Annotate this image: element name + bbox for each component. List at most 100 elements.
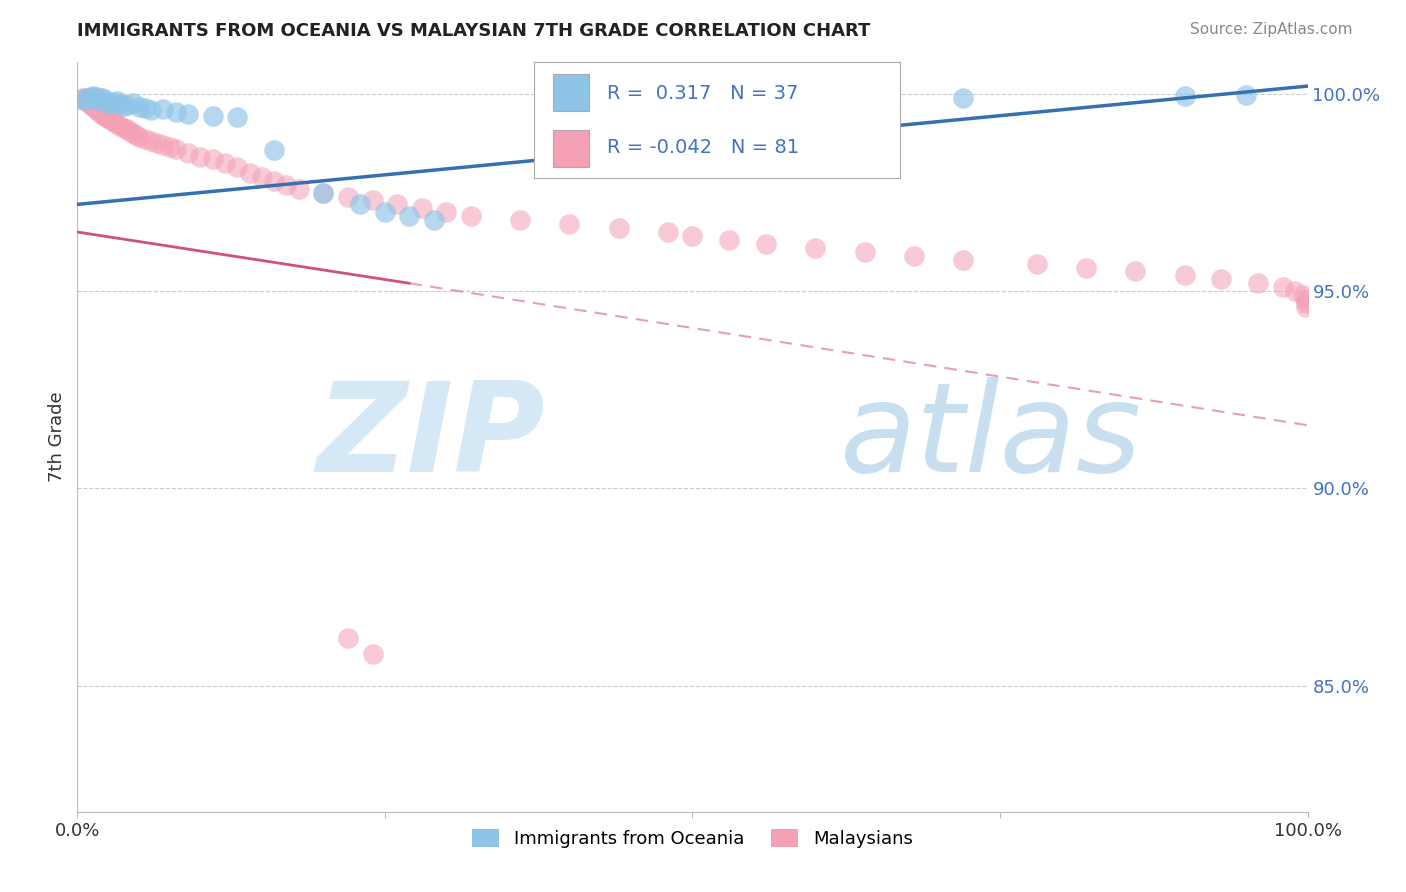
Point [134, 132, 156, 146]
Text: IMMIGRANTS FROM OCEANIA VS MALAYSIAN 7TH GRADE CORRELATION CHART: IMMIGRANTS FROM OCEANIA VS MALAYSIAN 7TH… [77, 22, 870, 40]
Point [288, 181, 311, 195]
Point [374, 205, 396, 219]
Point [1234, 87, 1257, 102]
Point [436, 205, 458, 219]
Point [79, 92, 101, 106]
Point [82, 90, 104, 104]
Point [165, 142, 187, 156]
Point [100, 112, 122, 127]
Text: ZIP: ZIP [316, 376, 546, 498]
Point [201, 152, 224, 166]
Point [263, 174, 285, 188]
Point [89, 93, 111, 107]
Point [177, 146, 200, 161]
Point [77, 95, 100, 109]
Point [97, 96, 120, 111]
Point [804, 241, 827, 255]
Point [101, 95, 124, 109]
Point [1211, 272, 1233, 286]
Point [165, 104, 187, 119]
Point [80, 95, 103, 109]
Point [337, 631, 360, 645]
Point [90, 103, 112, 118]
Point [152, 102, 174, 116]
Point [105, 94, 128, 108]
Point [110, 119, 132, 133]
Point [89, 104, 111, 119]
Point [86, 90, 108, 104]
Point [1247, 277, 1270, 291]
Point [361, 647, 384, 661]
Point [853, 244, 876, 259]
Point [177, 106, 200, 120]
Point [460, 209, 482, 223]
Point [73, 93, 96, 107]
Point [1284, 284, 1306, 298]
Point [76, 93, 98, 107]
Point [558, 217, 581, 231]
Text: Source: ZipAtlas.com: Source: ZipAtlas.com [1189, 22, 1353, 37]
Point [121, 127, 143, 141]
Point [84, 92, 107, 106]
Point [82, 99, 104, 113]
Point [94, 107, 117, 121]
Point [93, 109, 115, 123]
Point [188, 150, 212, 164]
Point [146, 136, 169, 151]
Point [134, 101, 156, 115]
Point [93, 92, 115, 106]
Point [385, 197, 409, 211]
Point [96, 111, 118, 125]
Point [657, 225, 679, 239]
Point [103, 114, 125, 128]
Bar [553, 129, 589, 167]
Point [226, 160, 249, 174]
Point [201, 109, 224, 123]
Point [1125, 264, 1147, 278]
Point [105, 117, 128, 131]
Point [1295, 296, 1317, 310]
Point [312, 186, 335, 200]
Point [239, 166, 262, 180]
Point [103, 95, 125, 110]
Point [903, 249, 925, 263]
Point [423, 213, 446, 227]
Point [952, 91, 974, 105]
Point [1174, 268, 1197, 283]
Point [141, 134, 163, 148]
Point [82, 89, 104, 103]
Point [682, 229, 704, 244]
Point [141, 103, 163, 117]
Point [91, 106, 114, 120]
Point [312, 186, 335, 200]
Point [718, 233, 741, 247]
Point [1076, 260, 1098, 275]
Point [72, 92, 94, 106]
Point [226, 110, 249, 124]
Point [121, 95, 143, 110]
Point [1292, 288, 1315, 302]
Point [706, 119, 728, 133]
Point [115, 122, 138, 136]
Point [509, 213, 531, 227]
Point [76, 91, 98, 105]
Point [1295, 292, 1317, 306]
Point [115, 98, 138, 112]
Point [112, 99, 135, 113]
Point [101, 112, 124, 126]
Y-axis label: 7th Grade: 7th Grade [48, 392, 66, 483]
Point [79, 96, 101, 111]
Point [83, 101, 105, 115]
Point [125, 128, 148, 143]
Point [1295, 300, 1317, 314]
Point [87, 101, 110, 115]
Point [1174, 89, 1197, 103]
Point [90, 91, 114, 105]
Point [97, 110, 120, 124]
Point [607, 221, 630, 235]
Point [128, 130, 150, 145]
Point [118, 124, 141, 138]
Point [1026, 256, 1049, 270]
Point [75, 91, 97, 105]
Point [70, 91, 93, 105]
